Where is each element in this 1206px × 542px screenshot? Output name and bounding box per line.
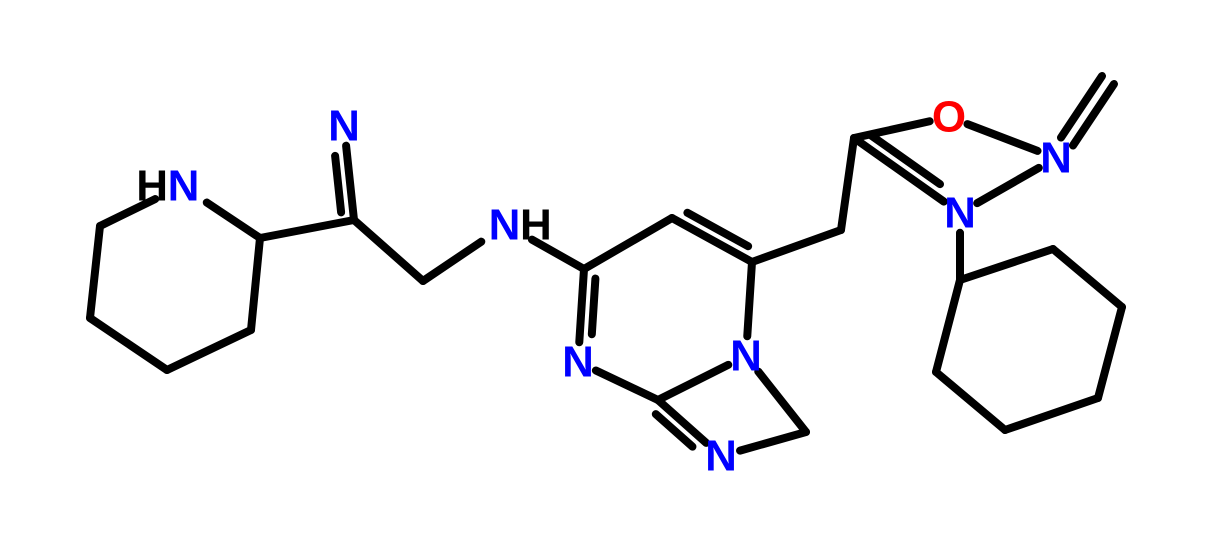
molecule-diagram: HNNNHNNNONN [0, 0, 1206, 542]
atom-label: N [705, 432, 737, 481]
atom-label: HN [136, 162, 199, 211]
atom-label: N [730, 332, 762, 381]
svg-text:N: N [168, 162, 200, 211]
atom-label: N [944, 189, 976, 238]
svg-text:H: H [136, 162, 168, 211]
svg-text:N: N [730, 332, 762, 381]
atom-label: NH [489, 201, 552, 250]
atom-label: N [1040, 134, 1072, 183]
svg-text:N: N [489, 201, 521, 250]
svg-text:N: N [562, 338, 594, 387]
svg-text:N: N [944, 189, 976, 238]
svg-text:N: N [328, 102, 360, 151]
svg-text:N: N [705, 432, 737, 481]
svg-text:H: H [520, 201, 552, 250]
atom-label: O [932, 93, 966, 142]
svg-text:N: N [1040, 134, 1072, 183]
svg-text:O: O [932, 93, 966, 142]
atom-label: N [562, 338, 594, 387]
atom-label: N [328, 102, 360, 151]
